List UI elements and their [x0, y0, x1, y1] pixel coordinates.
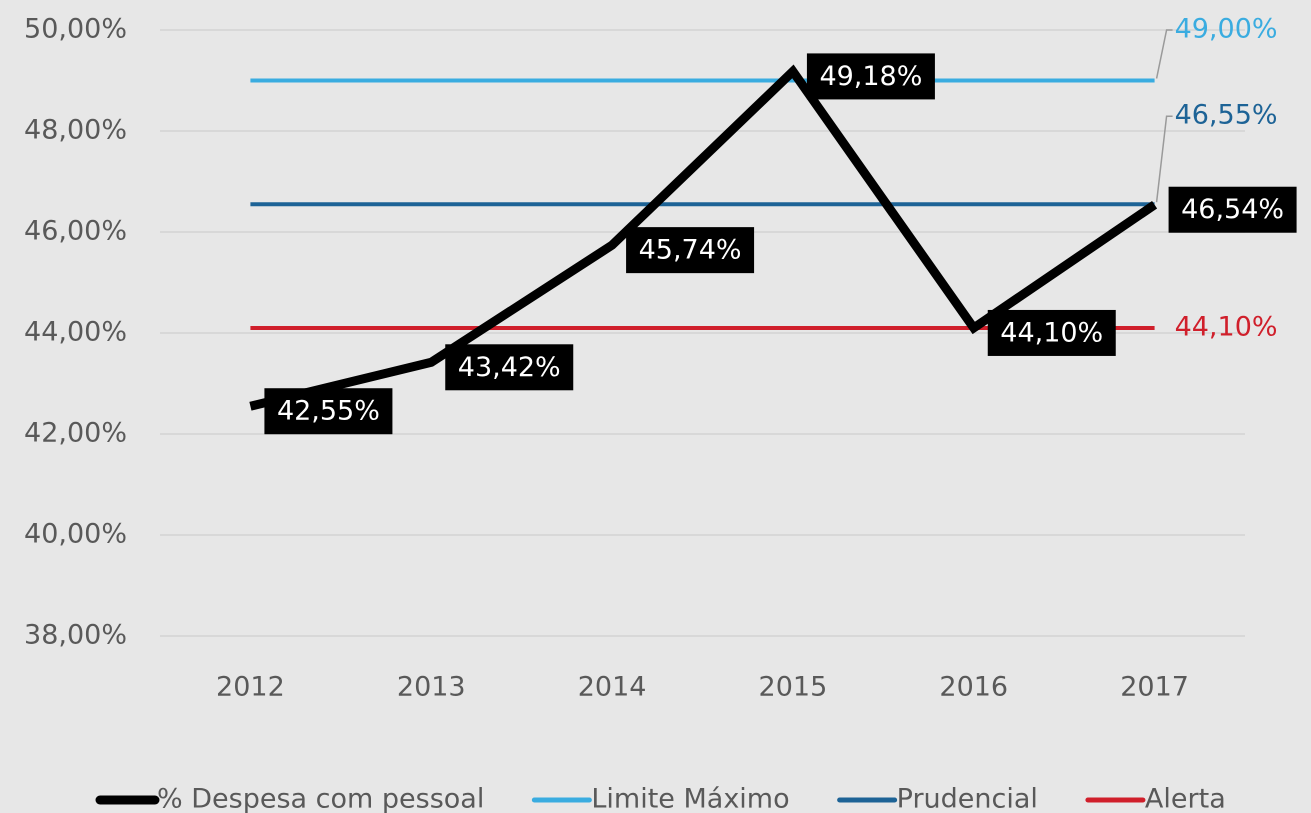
data-label: 42,55%: [277, 396, 380, 427]
data-label-box: [264, 388, 393, 435]
data-label: 46,55%: [1175, 100, 1278, 131]
x-tick-label: 2015: [759, 672, 828, 703]
leader-line: [1155, 115, 1173, 203]
data-label: 49,18%: [819, 61, 922, 92]
data-label: 46,54%: [1181, 194, 1284, 225]
series-line: [249, 64, 1158, 411]
x-tick-label: 2012: [216, 672, 285, 703]
data-label: 44,10%: [1175, 311, 1278, 342]
y-tick-label: 40,00%: [24, 519, 127, 550]
legend-label: Limite Máximo: [591, 784, 789, 813]
x-tick-label: 2013: [397, 672, 466, 703]
x-tick-label: 2017: [1120, 672, 1189, 703]
y-tick-label: 48,00%: [24, 115, 127, 146]
legend-label: Prudencial: [897, 784, 1038, 813]
data-label-box: [987, 309, 1116, 356]
x-tick-label: 2014: [578, 672, 647, 703]
legend-label: Alerta: [1145, 784, 1226, 813]
data-label-box: [445, 344, 574, 391]
data-label: 49,00%: [1175, 14, 1278, 45]
data-label-box: [626, 227, 755, 274]
data-label: 44,10%: [1000, 317, 1103, 348]
data-label: 45,74%: [639, 235, 742, 266]
data-label-box: [806, 53, 935, 100]
x-tick-label: 2016: [939, 672, 1008, 703]
y-tick-label: 46,00%: [24, 216, 127, 247]
data-label-box: [1168, 186, 1297, 233]
legend-label: % Despesa com pessoal: [157, 784, 484, 813]
y-tick-label: 50,00%: [24, 14, 127, 45]
leader-line: [1155, 29, 1173, 79]
y-tick-label: 42,00%: [24, 418, 127, 449]
y-tick-label: 38,00%: [24, 620, 127, 651]
y-tick-label: 44,00%: [24, 317, 127, 348]
data-label: 43,42%: [458, 352, 561, 383]
